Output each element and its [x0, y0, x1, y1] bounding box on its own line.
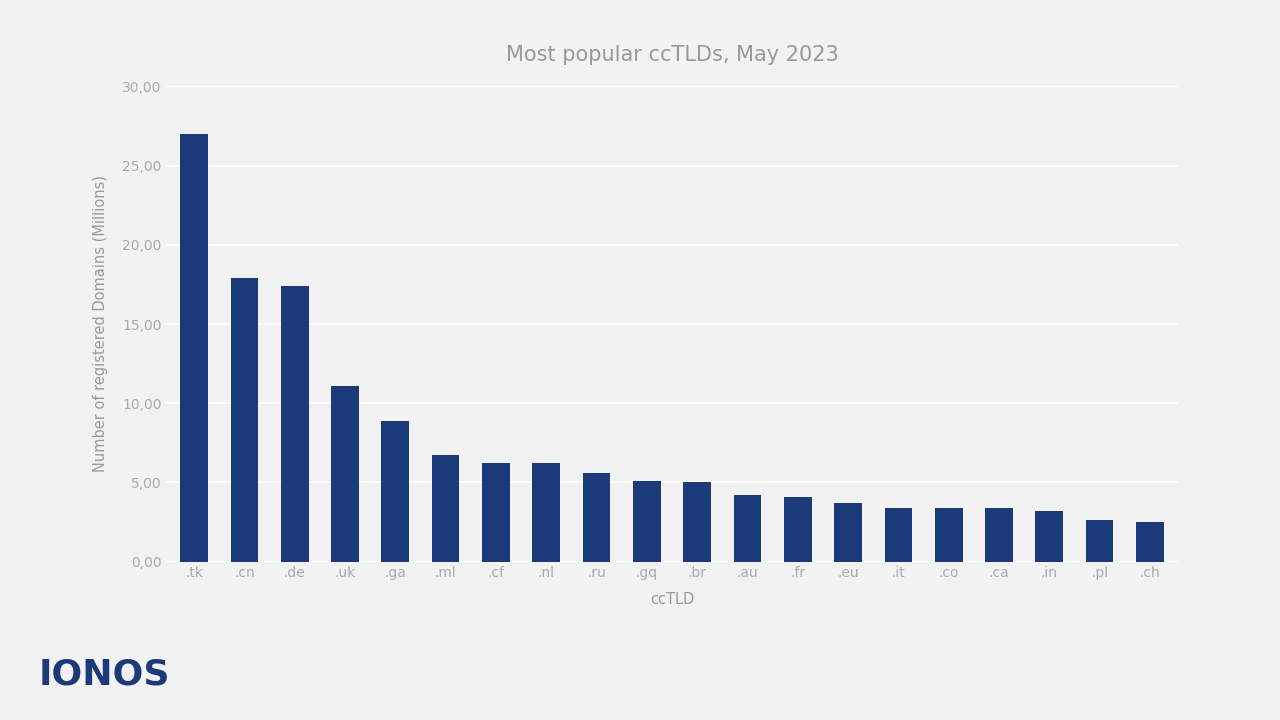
Bar	[1036, 511, 1064, 562]
Bar	[230, 278, 259, 562]
Title: Most popular ccTLDs, May 2023: Most popular ccTLDs, May 2023	[506, 45, 838, 66]
Bar	[483, 464, 509, 562]
Bar	[180, 134, 207, 562]
Bar	[431, 456, 460, 562]
Bar	[1137, 522, 1164, 562]
Bar	[332, 386, 358, 562]
Bar	[684, 482, 710, 562]
Bar	[381, 420, 410, 562]
Bar	[934, 508, 963, 562]
X-axis label: ccTLD: ccTLD	[650, 592, 694, 606]
Text: IONOS: IONOS	[38, 657, 170, 691]
Bar	[532, 464, 561, 562]
Y-axis label: Number of registered Domains (Millions): Number of registered Domains (Millions)	[93, 176, 108, 472]
Bar	[1085, 521, 1114, 562]
Bar	[582, 473, 611, 562]
Bar	[884, 508, 913, 562]
Bar	[835, 503, 861, 562]
Bar	[783, 497, 812, 562]
Bar	[280, 286, 308, 562]
Bar	[733, 495, 762, 562]
Bar	[634, 481, 660, 562]
Bar	[986, 508, 1012, 562]
